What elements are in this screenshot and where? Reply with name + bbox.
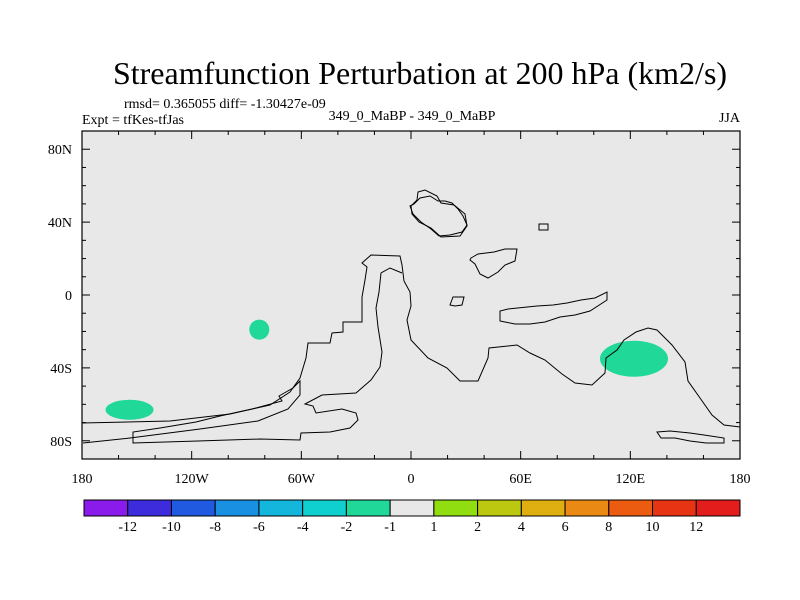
colorbar-swatch <box>345 499 391 517</box>
colorbar-label: 8 <box>605 520 612 535</box>
colorbar-swatch <box>258 499 304 517</box>
colorbar-label: 4 <box>518 520 525 535</box>
coastline-equatorial-strip <box>449 291 608 325</box>
x-tick-label: 180 <box>730 472 751 487</box>
colorbar-swatch <box>520 499 566 517</box>
colorbar-swatch <box>170 499 216 517</box>
axis-layer: 180 120W 60W 0 60E 120E 180 80N 40N 0 40S 80S <box>48 130 751 487</box>
stats-label: rmsd= 0.365055 diff= -1.30427e-09 <box>124 97 326 112</box>
colorbar-label: -6 <box>253 520 265 535</box>
colorbar-label: -4 <box>297 520 309 535</box>
x-tick-label: 60W <box>288 472 316 487</box>
header-texts: Streamfunction Perturbation at 200 hPa (… <box>82 55 741 128</box>
x-tick-label: 60E <box>509 472 532 487</box>
colorbar-label: 10 <box>646 520 660 535</box>
x-tick-label: 120W <box>175 472 210 487</box>
colorbar-label: -1 <box>384 520 396 535</box>
season-label: JJA <box>719 111 741 126</box>
colorbar-label: 12 <box>689 520 703 535</box>
colorbar-label: 6 <box>562 520 569 535</box>
map-background <box>82 131 740 459</box>
chart-title: Streamfunction Perturbation at 200 hPa (… <box>113 55 727 91</box>
colorbar-swatch <box>608 499 654 517</box>
experiment-label: Expt = tfKes-tfJas <box>82 113 184 128</box>
colorbar-label: 1 <box>430 520 437 535</box>
anomaly-blob <box>599 340 668 377</box>
colorbar-swatch <box>433 499 479 517</box>
colorbar-label: 2 <box>474 520 481 535</box>
x-tick-label: 120E <box>616 472 646 487</box>
anomaly-blob <box>105 399 154 420</box>
colorbar-label: -2 <box>341 520 353 535</box>
colorbar-swatch <box>477 499 522 517</box>
colorbar-swatch <box>127 499 172 517</box>
y-tick-label: 40N <box>48 216 72 231</box>
x-tick-label: 0 <box>408 472 415 487</box>
colorbar-swatch <box>652 499 697 517</box>
y-tick-label: 0 <box>65 289 72 304</box>
y-tick-label: 80N <box>48 143 72 158</box>
colorbar-label: -8 <box>209 520 221 535</box>
coastline-layer <box>81 189 741 444</box>
coastline-antarctic-edge <box>81 254 741 428</box>
colorbar-swatch <box>83 499 129 517</box>
coastline-southern-band <box>82 267 403 444</box>
colorbar-label: -12 <box>118 520 137 535</box>
coastline-pacific-fragment <box>656 430 725 444</box>
coastline-small-island <box>538 223 549 231</box>
colorbar-swatch <box>214 499 260 517</box>
anomaly-blob <box>249 319 270 340</box>
y-tick-label: 80S <box>50 435 72 450</box>
colorbar-layer: -12 -10 -8 -6 -4 -2 -1 1 2 4 6 8 10 12 <box>83 499 741 535</box>
comparison-label: 349_0_MaBP - 349_0_MaBP <box>329 109 496 124</box>
colorbar-swatch <box>695 499 741 517</box>
y-tick-label: 40S <box>50 362 72 377</box>
coastline-asia-fragment <box>469 248 518 279</box>
coastline-north-american-coast <box>409 195 468 237</box>
colorbar-swatch <box>389 499 435 517</box>
x-tick-label: 180 <box>72 472 93 487</box>
colorbar-swatch <box>302 499 347 517</box>
colorbar-label: -10 <box>162 520 181 535</box>
colorbar-swatch <box>564 499 610 517</box>
